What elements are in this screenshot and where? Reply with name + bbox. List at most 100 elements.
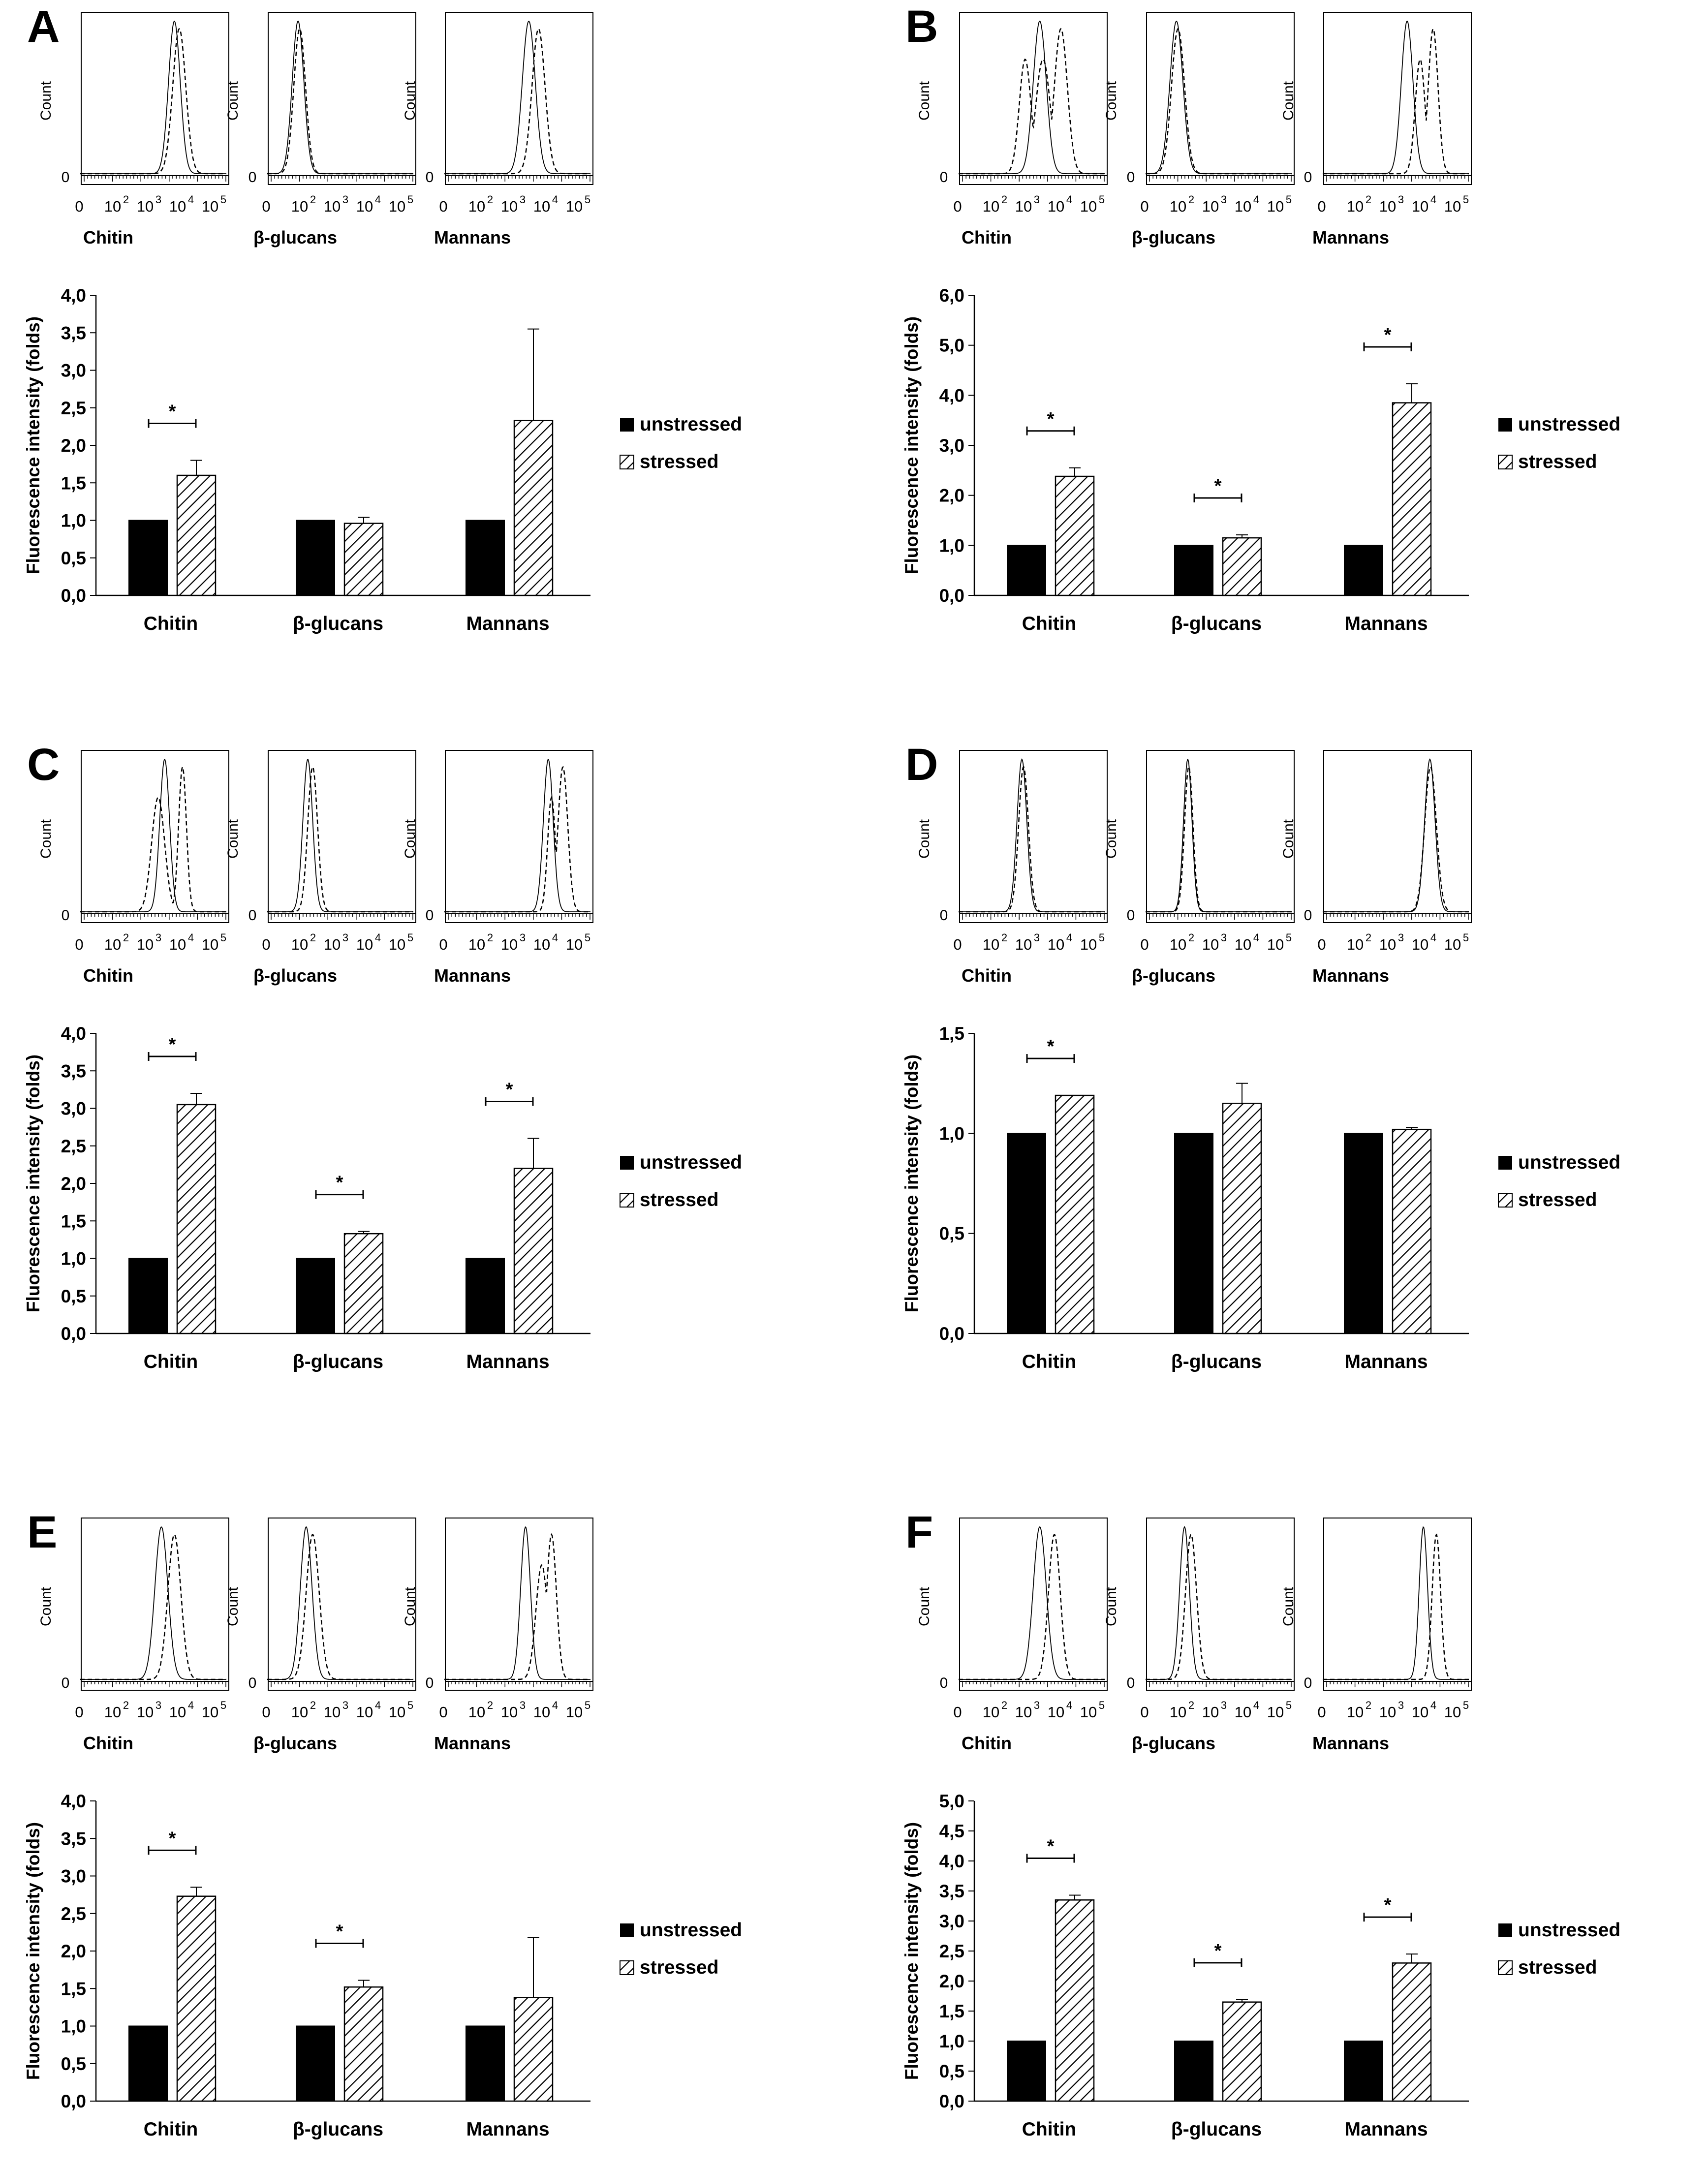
histogram-category-label: β-glucans bbox=[1132, 965, 1215, 986]
stressed-histogram-curve bbox=[1146, 28, 1292, 175]
histogram-tick-label: 10 bbox=[533, 1704, 550, 1721]
histogram-tick-label: 0 bbox=[1317, 936, 1326, 953]
y-tick-label: 4,0 bbox=[939, 385, 964, 405]
histogram-tick-label: 10 bbox=[104, 198, 121, 215]
histogram-tick-exponent: 5 bbox=[1286, 193, 1292, 206]
histogram-tick-exponent: 2 bbox=[487, 931, 493, 944]
bar-unstressed bbox=[128, 2025, 168, 2102]
histogram-tick-label: 10 bbox=[137, 198, 154, 215]
y-tick-label: 1,5 bbox=[61, 473, 86, 493]
histogram-tick-exponent: 3 bbox=[155, 193, 161, 206]
y-tick-label: 5,0 bbox=[939, 336, 964, 356]
legend-swatch-stressed bbox=[1498, 1193, 1513, 1208]
histogram-category-label: β-glucans bbox=[253, 1733, 337, 1753]
histogram-tick-label: 10 bbox=[566, 1704, 583, 1721]
histogram-tick-exponent: 3 bbox=[520, 193, 526, 206]
histogram-tick-label: 0 bbox=[953, 936, 962, 953]
histogram-zero-label: 0 bbox=[62, 169, 70, 186]
legend-swatch-unstressed bbox=[620, 418, 634, 432]
histogram-tick-label: 10 bbox=[291, 198, 308, 215]
y-tick-label: 2,0 bbox=[61, 1941, 86, 1961]
histogram-tick-exponent: 3 bbox=[342, 1699, 348, 1711]
y-axis-label: Fluorescence intensity (folds) bbox=[901, 1054, 922, 1312]
histogram-tick-label: 10 bbox=[389, 198, 405, 215]
histogram-tick-exponent: 3 bbox=[342, 931, 348, 944]
histogram-tick-label: 10 bbox=[1170, 1704, 1186, 1721]
histogram-count-label: Count bbox=[38, 81, 54, 121]
histogram-tick-label: 10 bbox=[1347, 1704, 1364, 1721]
bar-stressed bbox=[343, 1233, 384, 1334]
histogram-tick-exponent: 4 bbox=[1430, 193, 1436, 206]
stressed-histogram-curve bbox=[1323, 28, 1469, 175]
unstressed-histogram-curve bbox=[1146, 758, 1292, 912]
histogram-tick-exponent: 5 bbox=[1099, 193, 1105, 206]
unstressed-histogram-curve bbox=[959, 21, 1105, 174]
histogram-tick-exponent: 2 bbox=[123, 193, 129, 206]
panel-letter: D bbox=[905, 740, 938, 790]
y-tick-label: 4,0 bbox=[61, 285, 86, 306]
histogram-tick-exponent: 2 bbox=[1366, 931, 1371, 944]
histogram-frame bbox=[959, 12, 1108, 185]
bar-stressed bbox=[1392, 1962, 1432, 2102]
histogram-tick-exponent: 3 bbox=[1221, 193, 1227, 206]
histogram-count-label: Count bbox=[402, 819, 418, 859]
histogram-tick-exponent: 2 bbox=[1001, 1699, 1007, 1711]
histogram-count-label: Count bbox=[225, 81, 241, 121]
histogram-tick-label: 10 bbox=[1267, 1704, 1284, 1721]
histogram-category-label: Chitin bbox=[962, 227, 1012, 248]
histogram-tick-label: 10 bbox=[1235, 1704, 1251, 1721]
legend: unstressed stressed bbox=[620, 1152, 742, 1210]
histogram-count-label: Count bbox=[1103, 81, 1119, 121]
histogram-category-label: Mannans bbox=[434, 965, 511, 986]
histogram-zero-label: 0 bbox=[1304, 1675, 1312, 1691]
histogram-tick-exponent: 5 bbox=[1463, 193, 1469, 206]
y-tick-label: 0,0 bbox=[61, 2091, 86, 2111]
y-tick-label: 3,0 bbox=[61, 361, 86, 381]
y-tick-label: 0,5 bbox=[61, 2054, 86, 2074]
histogram-tick-exponent: 5 bbox=[407, 193, 413, 206]
histogram-tick-label: 0 bbox=[1317, 198, 1326, 215]
histogram-category-label: β-glucans bbox=[253, 227, 337, 248]
y-tick-label: 0,0 bbox=[61, 586, 86, 606]
histogram-tick-exponent: 4 bbox=[552, 931, 558, 944]
histogram-category-label: β-glucans bbox=[1132, 227, 1215, 248]
histogram-tick-label: 10 bbox=[169, 198, 186, 215]
histogram-frame bbox=[1146, 1518, 1295, 1691]
x-category-label: β-glucans bbox=[293, 2119, 383, 2140]
histogram-frame bbox=[1146, 12, 1295, 185]
significance-star: * bbox=[336, 1921, 343, 1942]
y-axis-label: Fluorescence intensity (folds) bbox=[901, 1822, 922, 2080]
histogram-tick-label: 10 bbox=[324, 936, 341, 953]
histogram-tick-label: 10 bbox=[468, 1704, 485, 1721]
stressed-histogram-curve bbox=[444, 766, 590, 913]
histogram-tick-label: 0 bbox=[1317, 1704, 1326, 1721]
stressed-histogram-curve bbox=[267, 766, 413, 913]
bar-unstressed bbox=[1174, 1133, 1213, 1334]
histogram-count-label: Count bbox=[38, 819, 54, 859]
significance-star: * bbox=[1214, 1941, 1222, 1961]
histogram-tick-exponent: 5 bbox=[1463, 1699, 1469, 1711]
y-tick-label: 4,0 bbox=[61, 1791, 86, 1811]
panel-letter: E bbox=[27, 1507, 57, 1557]
histogram-tick-exponent: 2 bbox=[123, 931, 129, 944]
legend-swatch-stressed bbox=[620, 1193, 634, 1208]
y-tick-label: 2,0 bbox=[939, 486, 964, 506]
histogram-tick-label: 10 bbox=[1347, 198, 1364, 215]
bar-stressed bbox=[176, 1895, 217, 2102]
y-tick-label: 3,0 bbox=[939, 435, 964, 456]
significance-star: * bbox=[1047, 1036, 1055, 1057]
histogram-count-label: Count bbox=[916, 819, 932, 859]
histogram-tick-exponent: 4 bbox=[188, 1699, 194, 1711]
histogram-tick-exponent: 3 bbox=[1221, 931, 1227, 944]
histogram-tick-label: 10 bbox=[1235, 936, 1251, 953]
histogram-tick-exponent: 3 bbox=[342, 193, 348, 206]
legend-label-stressed: stressed bbox=[640, 451, 718, 472]
legend-label-stressed: stressed bbox=[640, 1957, 718, 1978]
